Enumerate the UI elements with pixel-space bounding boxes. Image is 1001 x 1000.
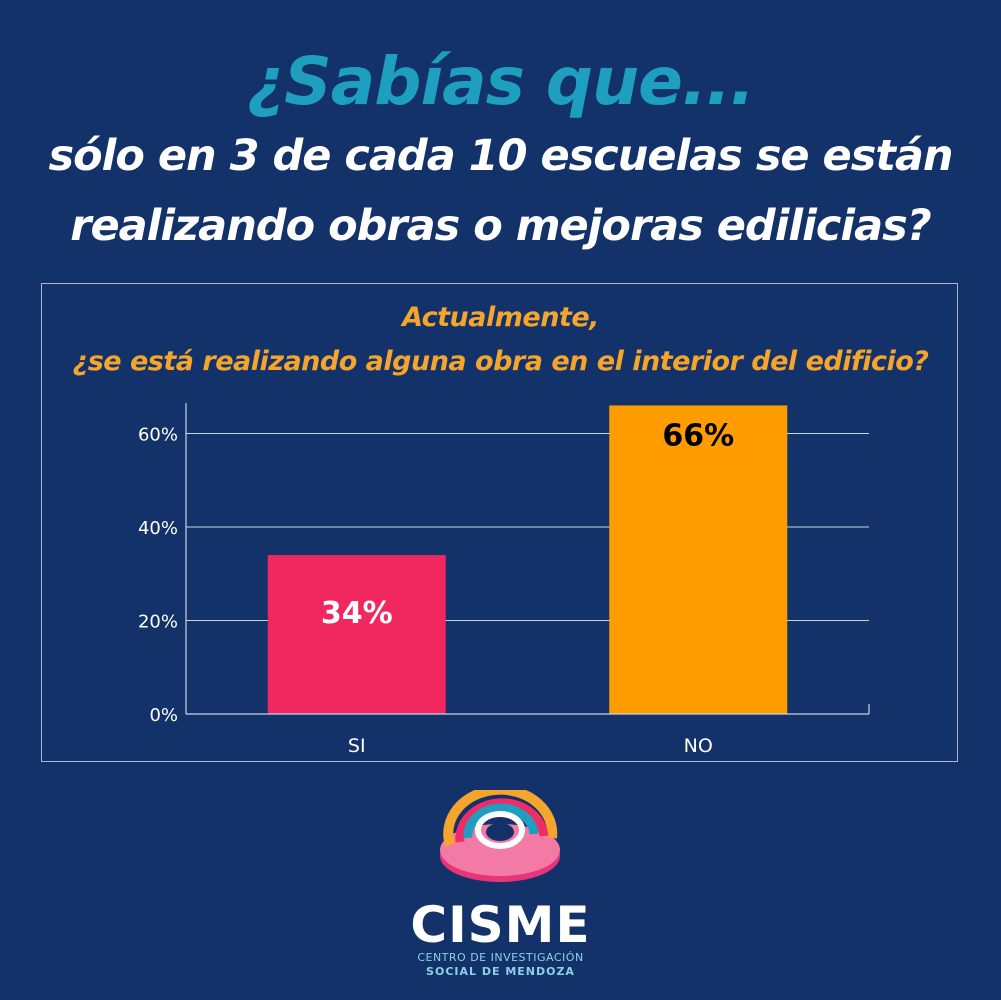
chart-axes	[185, 403, 870, 715]
chart-frame	[41, 283, 958, 762]
headline-intro: ¿Sabías que...	[246, 43, 755, 120]
brand-tagline-1: CENTRO DE INVESTIGACIÓN	[417, 951, 584, 964]
chart-title-line-2: ¿se está realizando alguna obra en el in…	[72, 346, 929, 377]
bar-si	[267, 555, 446, 714]
brand-name: CISME	[410, 896, 591, 954]
chart-bars	[267, 405, 788, 714]
chart-title-line-1: Actualmente,	[402, 302, 599, 333]
x-tick-label-si: SI	[348, 735, 366, 757]
brand-tagline-2: SOCIAL DE MENDOZA	[426, 965, 575, 978]
y-tick-label: 60%	[138, 425, 178, 446]
y-tick-label: 0%	[149, 705, 178, 726]
cisme-logo-icon	[430, 784, 575, 890]
y-tick-label: 40%	[138, 518, 178, 539]
data-label-si: 34%	[321, 596, 393, 631]
data-label-no: 66%	[662, 418, 734, 453]
x-tick-label-no: NO	[684, 735, 713, 757]
y-tick-label: 20%	[138, 612, 178, 633]
chart-labels: 0% 20% 40% 60% 34% SI 66% NO	[138, 418, 734, 757]
bar-no	[609, 405, 788, 714]
headline-line-2: realizando obras o mejoras edilicias?	[70, 201, 931, 251]
headline-line-1: sólo en 3 de cada 10 escuelas se están	[48, 131, 953, 181]
